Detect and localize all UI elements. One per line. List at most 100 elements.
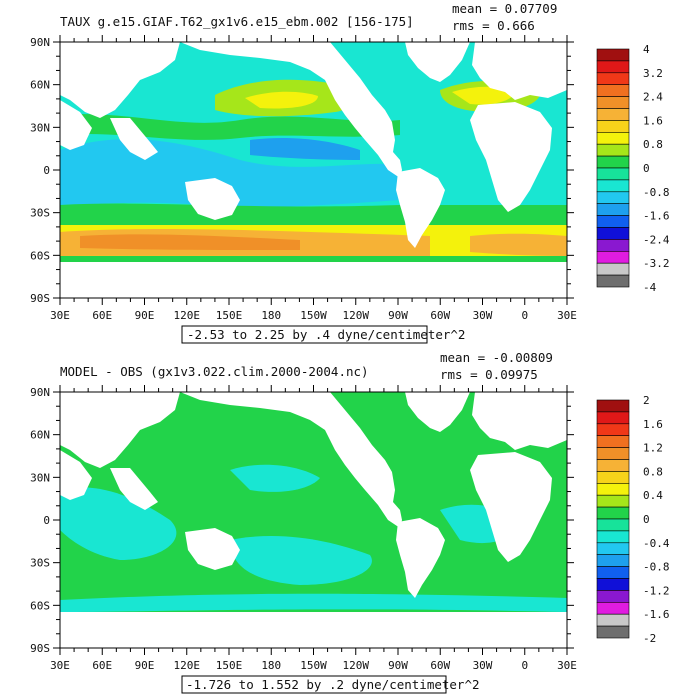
colorbar-swatch bbox=[596, 251, 630, 264]
colorbar-label: 1.6 bbox=[643, 418, 663, 431]
colorbar-swatch bbox=[596, 274, 630, 288]
colorbar-swatch bbox=[596, 227, 630, 240]
colorbar-swatch bbox=[596, 179, 630, 193]
colorbar-swatch bbox=[596, 482, 630, 496]
colorbar-label: 2.4 bbox=[643, 91, 663, 104]
y-tick-label: 30N bbox=[30, 121, 50, 134]
colorbar-label: 2 bbox=[643, 394, 650, 407]
colorbar-swatch bbox=[596, 423, 630, 436]
y-tick-label: 60N bbox=[30, 79, 50, 92]
colorbar-swatch bbox=[596, 601, 630, 615]
colorbar-swatch bbox=[596, 506, 630, 520]
x-tick-label: 90W bbox=[388, 309, 408, 322]
colorbar-label: -0.8 bbox=[643, 186, 670, 199]
colorbar-swatch bbox=[596, 447, 630, 460]
colorbar-label: 3.2 bbox=[643, 67, 663, 80]
colorbar-label: 1.2 bbox=[643, 442, 663, 455]
y-tick-label: 0 bbox=[43, 164, 50, 177]
panel-top-deepblue bbox=[250, 138, 360, 160]
panel-bottom-teal-indian bbox=[60, 487, 177, 560]
panel-top-mean: mean = 0.07709 bbox=[452, 1, 557, 16]
colorbar-swatch bbox=[596, 143, 630, 157]
y-tick-label: 60S bbox=[30, 599, 50, 612]
colorbar-swatch bbox=[596, 578, 630, 591]
x-tick-label: 30E bbox=[50, 659, 70, 672]
y-tick-label: 90S bbox=[30, 642, 50, 655]
x-tick-label: 150E bbox=[216, 309, 243, 322]
x-tick-label: 180 bbox=[261, 309, 281, 322]
colorbar-label: 4 bbox=[643, 43, 650, 56]
colorbar-swatch bbox=[596, 435, 630, 448]
panel-top-range-label: -2.53 to 2.25 by .4 dyne/centimeter^2 bbox=[187, 327, 465, 342]
x-tick-label: 120E bbox=[174, 659, 201, 672]
x-tick-label: 0 bbox=[521, 659, 528, 672]
panel-bottom-mean: mean = -0.00809 bbox=[440, 350, 553, 365]
panel-bottom-teal-so bbox=[60, 593, 567, 612]
colorbar-label: -0.4 bbox=[643, 537, 670, 550]
panel-bottom-title: MODEL - OBS (gx1v3.022.clim.2000-2004.nc… bbox=[60, 364, 369, 379]
colorbar-swatch bbox=[596, 625, 630, 639]
panel-top-map bbox=[60, 42, 567, 298]
panel-top-title: TAUX g.e15.GIAF.T62_gx1v6.e15_ebm.002 [1… bbox=[60, 14, 414, 29]
panel-top-green-south bbox=[60, 203, 567, 228]
colorbar-swatch bbox=[596, 542, 630, 555]
y-tick-label: 30S bbox=[30, 557, 50, 570]
x-tick-label: 120E bbox=[174, 309, 201, 322]
colorbar-swatch bbox=[596, 262, 630, 276]
panel-top-so-orange bbox=[80, 234, 300, 250]
colorbar-label: -1.6 bbox=[643, 210, 670, 223]
colorbar-swatch bbox=[596, 155, 630, 169]
colorbar-label: -2.4 bbox=[643, 233, 670, 246]
colorbar-swatch bbox=[596, 132, 630, 145]
colorbar-label: -1.6 bbox=[643, 608, 670, 621]
colorbar-swatch bbox=[596, 48, 630, 62]
colorbar-swatch bbox=[596, 554, 630, 567]
colorbar-swatch bbox=[596, 494, 630, 508]
colorbar-label: 1.6 bbox=[643, 114, 663, 127]
colorbar-label: 0.8 bbox=[643, 138, 663, 151]
colorbar-swatch bbox=[596, 191, 630, 205]
panel-bottom: MODEL - OBS (gx1v3.022.clim.2000-2004.nc… bbox=[30, 350, 670, 694]
panel-bottom-rms: rms = 0.09975 bbox=[440, 367, 538, 382]
x-tick-label: 0 bbox=[521, 309, 528, 322]
x-tick-label: 120W bbox=[343, 309, 370, 322]
panel-top-range-box bbox=[181, 325, 428, 344]
colorbar-label: -1.2 bbox=[643, 584, 670, 597]
panel-top-natl-yellow bbox=[452, 86, 515, 105]
colorbar-swatch bbox=[596, 566, 630, 579]
x-tick-label: 30E bbox=[557, 659, 577, 672]
panel-bottom-axes: 30E 60E 90E 120E 150E 180 150W 120W 90W 60W 30W 0 30… bbox=[30, 385, 577, 672]
panel-top-green-north bbox=[60, 114, 400, 140]
panel-bottom-range-box bbox=[181, 675, 447, 694]
colorbar-label: 0 bbox=[643, 513, 650, 526]
x-tick-label: 60E bbox=[92, 659, 112, 672]
x-tick-label: 30E bbox=[50, 309, 70, 322]
colorbar-swatch bbox=[596, 60, 630, 74]
panel-top-colorbar: 4 3.2 2.4 1.6 0.8 0 -0.8 -1.6 -2.4 -3.2 -4 bbox=[596, 43, 670, 294]
panel-bottom-colorbar: 2 1.6 1.2 0.8 0.4 0 -0.4 -0.8 -1.2 -1.6 -2 bbox=[596, 394, 670, 645]
colorbar-swatch bbox=[596, 120, 630, 133]
y-tick-label: 30N bbox=[30, 471, 50, 484]
panel-top-axes: 30E 60E 90E 120E 150E 180 150W 120W 90W 60W 30W 0 30… bbox=[30, 35, 577, 322]
x-tick-label: 60W bbox=[430, 309, 450, 322]
panel-top-so-atl-orange bbox=[470, 233, 567, 256]
x-tick-label: 150E bbox=[216, 659, 243, 672]
panel-top: TAUX g.e15.GIAF.T62_gx1v6.e15_ebm.002 [1… bbox=[30, 1, 670, 344]
y-tick-label: 90S bbox=[30, 292, 50, 305]
x-tick-label: 60E bbox=[92, 309, 112, 322]
colorbar-swatch bbox=[596, 459, 630, 472]
x-tick-label: 60W bbox=[430, 659, 450, 672]
panel-top-so-green bbox=[60, 256, 567, 264]
colorbar-label: -0.8 bbox=[643, 561, 670, 574]
x-tick-label: 30W bbox=[473, 659, 493, 672]
colorbar-swatch bbox=[596, 399, 630, 413]
colorbar-swatch bbox=[596, 530, 630, 544]
y-tick-label: 90N bbox=[30, 36, 50, 49]
colorbar-swatch bbox=[596, 108, 630, 121]
panel-bottom-teal-npac bbox=[230, 464, 320, 492]
colorbar-swatch bbox=[596, 215, 630, 228]
x-tick-label: 150W bbox=[300, 309, 327, 322]
colorbar-label: -3.2 bbox=[643, 257, 670, 270]
colorbar-swatch bbox=[596, 167, 630, 181]
